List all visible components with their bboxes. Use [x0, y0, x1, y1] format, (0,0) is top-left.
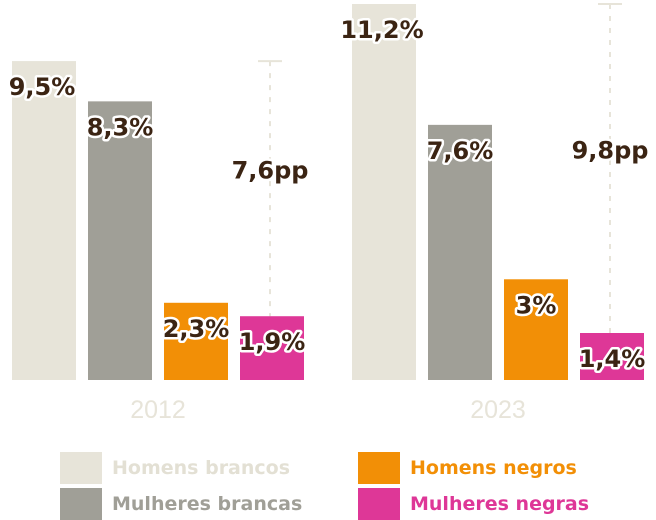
data-label: 9,5%	[9, 73, 76, 101]
legend-label: Homens negros	[410, 457, 577, 479]
data-label: 1,4%	[579, 345, 646, 373]
legend-swatch	[358, 488, 400, 520]
bar-homens-negros-2023	[504, 279, 568, 380]
bar-mulheres-negras-2012	[240, 316, 304, 380]
gap-label: 7,6pp	[232, 157, 309, 185]
bar-homens-negros-2012	[164, 302, 228, 380]
data-label: 1,9%	[239, 328, 306, 356]
legend-item-mulheres-negras: Mulheres negras	[358, 488, 589, 520]
legend-label: Homens brancos	[112, 457, 291, 479]
legend-label: Mulheres brancas	[112, 493, 303, 515]
gap-label: 9,8pp	[572, 137, 649, 165]
legend-swatch	[60, 488, 102, 520]
data-label: 11,2%	[340, 16, 423, 44]
legend-label: Mulheres negras	[410, 493, 590, 515]
bar-homens-brancos-2023	[352, 4, 416, 380]
data-label: 7,6%	[427, 137, 494, 165]
data-label: 8,3%	[87, 113, 154, 141]
legend-item-mulheres-brancas: Mulheres brancas	[60, 488, 302, 520]
data-label: 2,3%	[163, 315, 230, 343]
year-label-2023: 2023	[470, 396, 526, 424]
bar-mulheres-brancas-2023	[428, 124, 492, 380]
bar-mulheres-negras-2023	[580, 333, 644, 380]
data-label: 3%	[516, 291, 557, 319]
year-label-2012: 2012	[130, 396, 186, 424]
bar-homens-brancos-2012	[12, 61, 76, 380]
bar-chart: 9,5% 8,3% 2,3% 1,9% 7,6pp 2012 11,2% 7,6% 3% 1,4%…	[8, 3, 649, 424]
bar-mulheres-brancas-2012	[88, 101, 152, 380]
legend-swatch	[60, 452, 102, 484]
legend-item-homens-brancos: Homens brancos	[60, 452, 290, 484]
legend-swatch	[358, 452, 400, 484]
legend-item-homens-negros: Homens negros	[358, 452, 577, 484]
